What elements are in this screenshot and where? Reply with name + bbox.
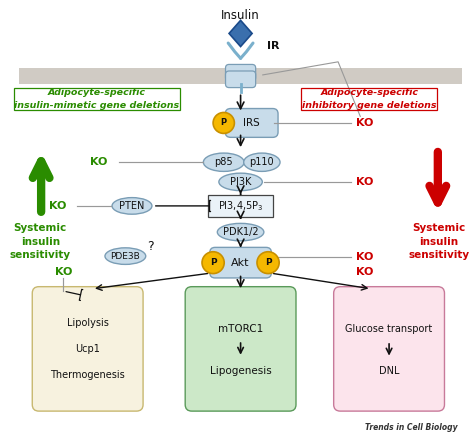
Text: IRS: IRS xyxy=(243,118,260,128)
FancyBboxPatch shape xyxy=(208,194,273,217)
Ellipse shape xyxy=(112,198,152,214)
Text: mTORC1: mTORC1 xyxy=(218,324,263,334)
Text: Thermogenesis: Thermogenesis xyxy=(50,370,125,380)
FancyBboxPatch shape xyxy=(226,71,255,88)
Text: Lipolysis: Lipolysis xyxy=(67,318,109,328)
Text: Glucose transport: Glucose transport xyxy=(346,324,433,334)
Text: P: P xyxy=(221,118,227,127)
Text: PDK1/2: PDK1/2 xyxy=(223,227,258,237)
Text: Insulin: Insulin xyxy=(221,10,260,22)
Circle shape xyxy=(213,113,234,134)
Text: Systemic
insulin
sensitivity: Systemic insulin sensitivity xyxy=(408,223,469,260)
Text: p85: p85 xyxy=(214,157,233,167)
Circle shape xyxy=(202,252,224,274)
Text: Trends in Cell Biology: Trends in Cell Biology xyxy=(365,423,458,432)
Text: KO: KO xyxy=(356,118,373,128)
Polygon shape xyxy=(229,20,252,46)
Text: KO: KO xyxy=(356,177,373,187)
Text: Systemic
insulin
sensitivity: Systemic insulin sensitivity xyxy=(9,223,71,260)
FancyBboxPatch shape xyxy=(225,109,278,138)
Text: IR: IR xyxy=(267,41,280,51)
Text: KO: KO xyxy=(55,267,72,277)
Text: Ucp1: Ucp1 xyxy=(75,344,100,354)
Text: KO: KO xyxy=(49,201,67,211)
Text: PI3K: PI3K xyxy=(230,177,251,187)
Text: p110: p110 xyxy=(249,157,274,167)
Text: P: P xyxy=(210,258,217,267)
Text: Akt: Akt xyxy=(231,258,250,268)
Ellipse shape xyxy=(105,248,146,265)
FancyBboxPatch shape xyxy=(226,64,255,81)
Text: DNL: DNL xyxy=(379,366,399,376)
Circle shape xyxy=(257,252,279,274)
Ellipse shape xyxy=(244,153,280,171)
Text: PI3,4,5P$_3$: PI3,4,5P$_3$ xyxy=(218,199,263,213)
Text: PTEN: PTEN xyxy=(119,201,145,211)
FancyBboxPatch shape xyxy=(185,287,296,411)
Text: P: P xyxy=(265,258,272,267)
FancyBboxPatch shape xyxy=(334,287,445,411)
Ellipse shape xyxy=(217,223,264,241)
Ellipse shape xyxy=(203,153,244,171)
FancyBboxPatch shape xyxy=(32,287,143,411)
Text: KO: KO xyxy=(90,157,108,167)
Text: KO: KO xyxy=(356,267,373,277)
Ellipse shape xyxy=(219,173,262,191)
Text: PDE3B: PDE3B xyxy=(110,251,140,261)
Text: Lipogenesis: Lipogenesis xyxy=(210,366,272,376)
FancyBboxPatch shape xyxy=(19,68,462,84)
FancyBboxPatch shape xyxy=(210,247,272,278)
Text: Adipocyte-specific
inhibitory gene deletions: Adipocyte-specific inhibitory gene delet… xyxy=(302,88,437,110)
Text: Adipocyte-specific
insulin-mimetic gene deletions: Adipocyte-specific insulin-mimetic gene … xyxy=(14,88,179,110)
Text: KO: KO xyxy=(356,252,373,262)
Text: ?: ? xyxy=(147,240,154,253)
